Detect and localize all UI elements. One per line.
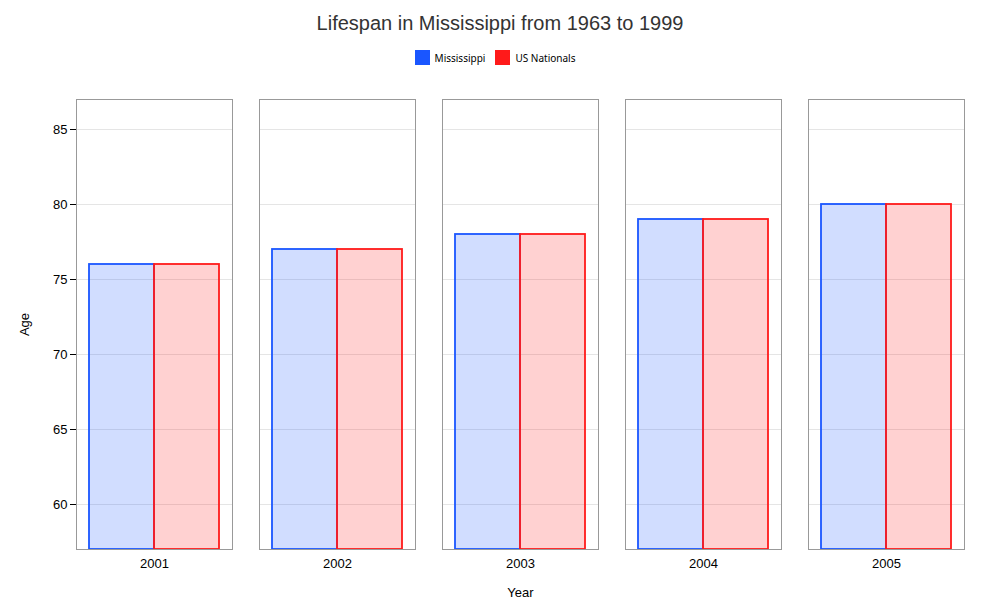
svg-text:70: 70: [53, 347, 67, 362]
svg-text:75: 75: [53, 272, 67, 287]
svg-text:2003: 2003: [506, 556, 535, 571]
svg-text:2005: 2005: [872, 556, 901, 571]
svg-text:80: 80: [53, 197, 67, 212]
svg-text:Age: Age: [17, 313, 32, 336]
html-text:US Nationals: US Nationals: [515, 50, 576, 65]
svg-text:2002: 2002: [323, 556, 352, 571]
svg-text:2004: 2004: [689, 556, 718, 571]
svg-text:65: 65: [53, 422, 67, 437]
svg-text:2001: 2001: [140, 556, 169, 571]
svg-text:60: 60: [53, 497, 67, 512]
svg-text:85: 85: [53, 122, 67, 137]
html-text:Mississippi: Mississippi: [434, 50, 486, 65]
svg-text:Year: Year: [507, 585, 534, 600]
html-text:Lifespan in Mississippi from 1: Lifespan in Mississippi from 1963 to 199…: [316, 12, 684, 34]
